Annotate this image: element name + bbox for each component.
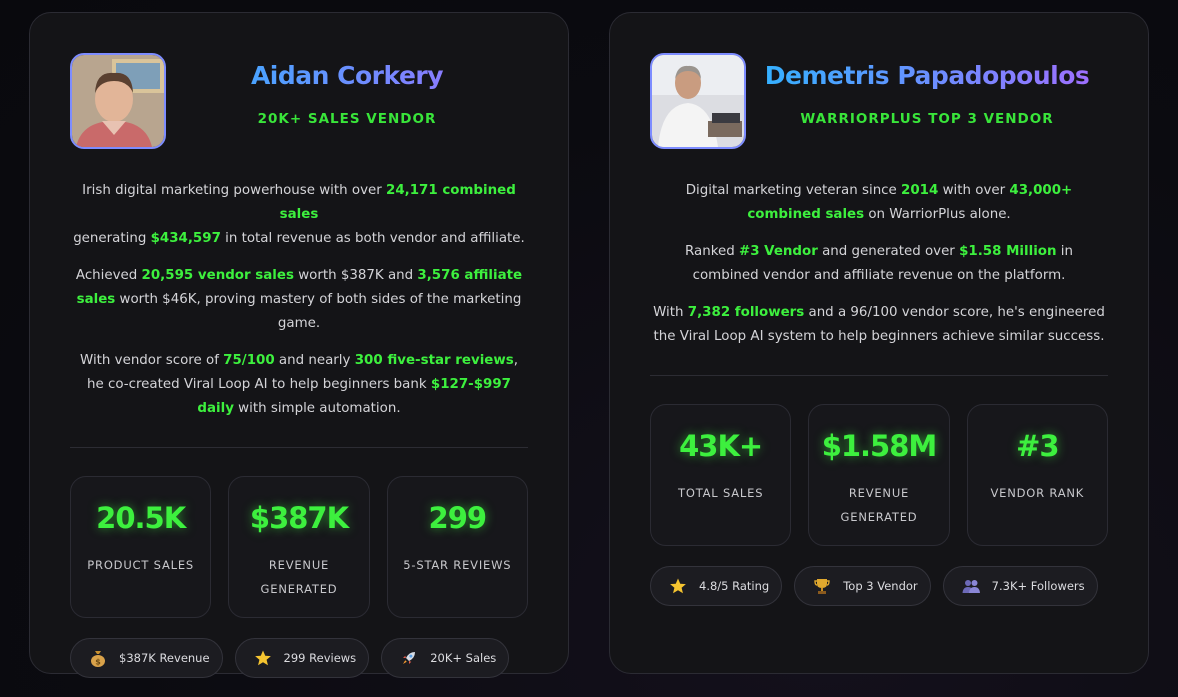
stat-product-sales: 20.5K PRODUCT SALES: [70, 476, 212, 618]
bio-text: and a 96/100 vendor score, he's engineer…: [653, 305, 1105, 344]
stat-value: #3: [1016, 429, 1059, 463]
bio-text: generating: [73, 231, 151, 246]
bio-text: on WarriorPlus alone.: [864, 207, 1011, 222]
stat-vendor-rank: #3 VENDOR RANK: [966, 404, 1108, 546]
stat-value: $387K: [249, 501, 349, 535]
bio-highlight: 7,382 followers: [687, 305, 805, 320]
stat-value: 299: [428, 501, 488, 535]
bio-highlight: $434,597: [150, 231, 221, 246]
badge-label: 299 Reviews: [283, 651, 357, 665]
stat-label: TOTAL SALES: [678, 486, 764, 500]
vendor-name: Aidan Corkery: [166, 61, 528, 90]
stat-label: VENDOR RANK: [990, 486, 1085, 500]
bio-paragraph: With vendor score of 75/100 and nearly 3…: [70, 349, 528, 421]
bio-highlight: $127-$997 daily: [197, 377, 511, 416]
stat-value: 43K+: [679, 429, 763, 463]
bio-text: with simple automation.: [233, 401, 401, 416]
stat-revenue: $387K REVENUE GENERATED: [228, 476, 370, 618]
bio-highlight: #3 Vendor: [738, 244, 818, 259]
stat-value: $1.58M: [821, 429, 938, 463]
bio-paragraph: Digital marketing veteran since 2014 wit…: [650, 179, 1108, 227]
svg-text:$: $: [95, 658, 101, 667]
bio-text: With vendor score of: [80, 353, 224, 368]
bio-highlight: 75/100: [223, 353, 275, 368]
bio-text: in total revenue as both vendor and affi…: [220, 231, 525, 246]
stat-revenue: $1.58M REVENUE GENERATED: [808, 404, 950, 546]
badge-label: $387K Revenue: [119, 651, 210, 665]
badge-rating: 4.8/5 Rating: [650, 566, 783, 606]
avatar: [70, 53, 166, 149]
bio-paragraph: With 7,382 followers and a 96/100 vendor…: [650, 301, 1108, 349]
bio-text: and nearly: [274, 353, 355, 368]
bio-text: Achieved: [75, 268, 142, 283]
bio-text: in combined vendor and affiliate revenue…: [692, 244, 1073, 283]
bio-text: worth $387K and: [293, 268, 418, 283]
stat-label: PRODUCT SALES: [87, 558, 195, 572]
badge-label: 20K+ Sales: [430, 651, 497, 665]
bio-highlight: 43,000+ combined sales: [747, 183, 1073, 222]
divider: [70, 447, 528, 448]
divider: [650, 375, 1108, 376]
badge-top-vendor: Top 3 Vendor: [794, 566, 931, 606]
vendor-header: Demetris Papadopoulos WARRIORPLUS TOP 3 …: [650, 53, 1108, 149]
bio-text: worth $46K, proving mastery of both side…: [115, 292, 522, 331]
stats-row: 43K+ TOTAL SALES $1.58M REVENUE GENERATE…: [650, 404, 1108, 546]
stat-total-sales: 43K+ TOTAL SALES: [650, 404, 792, 546]
stat-label: 5-STAR REVIEWS: [403, 558, 512, 572]
vendor-name: Demetris Papadopoulos: [746, 61, 1108, 90]
stat-label: REVENUE GENERATED: [840, 486, 918, 524]
badge-label: 7.3K+ Followers: [991, 579, 1085, 593]
bio-text: , he co-created Viral Loop AI to help be…: [86, 353, 518, 392]
bio-highlight: 3,576 affiliate sales: [76, 268, 523, 307]
trophy-icon: [811, 577, 833, 595]
avatar: [650, 53, 746, 149]
stat-label: REVENUE GENERATED: [260, 558, 338, 596]
bio-text: Irish digital marketing powerhouse with …: [82, 183, 386, 198]
vendor-card-aidan: Aidan Corkery 20K+ SALES VENDOR Irish di…: [29, 12, 569, 678]
badge-revenue: $ $387K Revenue: [70, 638, 223, 678]
bio-text: with over: [938, 183, 1010, 198]
vendor-title: 20K+ SALES VENDOR: [257, 111, 437, 127]
badge-row: $ $387K Revenue 299 Reviews 20K+ Sales: [70, 638, 528, 678]
bio-highlight: 300 five-star reviews: [354, 353, 514, 368]
badge-row: 4.8/5 Rating Top 3 Vendor 7.3K+ Follower…: [650, 566, 1108, 606]
vendor-card-demetris: Demetris Papadopoulos WARRIORPLUS TOP 3 …: [609, 12, 1149, 674]
stat-value: 20.5K: [96, 501, 186, 535]
bio-text: With: [653, 305, 688, 320]
vendor-title: WARRIORPLUS TOP 3 VENDOR: [800, 111, 1054, 127]
stat-reviews: 299 5-STAR REVIEWS: [386, 476, 528, 618]
vendor-header: Aidan Corkery 20K+ SALES VENDOR: [70, 53, 528, 149]
star-icon: [667, 577, 689, 595]
badge-label: 4.8/5 Rating: [699, 579, 770, 593]
badge-followers: 7.3K+ Followers: [942, 566, 1098, 606]
stats-row: 20.5K PRODUCT SALES $387K REVENUE GENERA…: [70, 476, 528, 618]
star-icon: [252, 649, 274, 667]
vendor-bio: Digital marketing veteran since 2014 wit…: [650, 179, 1108, 349]
badge-label: Top 3 Vendor: [843, 579, 918, 593]
money-bag-icon: $: [87, 649, 109, 667]
bio-text: Ranked: [685, 244, 739, 259]
bio-text: Digital marketing veteran since: [685, 183, 902, 198]
badge-sales: 20K+ Sales: [381, 638, 510, 678]
bio-paragraph: Irish digital marketing powerhouse with …: [70, 179, 528, 251]
badge-reviews: 299 Reviews: [234, 638, 370, 678]
rocket-icon: [398, 649, 420, 667]
people-icon: [960, 577, 982, 595]
bio-highlight: 20,595 vendor sales: [141, 268, 294, 283]
vendor-bio: Irish digital marketing powerhouse with …: [70, 179, 528, 421]
bio-text: and generated over: [817, 244, 960, 259]
bio-highlight: 24,171 combined sales: [279, 183, 516, 222]
bio-paragraph: Achieved 20,595 vendor sales worth $387K…: [70, 264, 528, 336]
bio-paragraph: Ranked #3 Vendor and generated over $1.5…: [650, 240, 1108, 288]
bio-highlight: $1.58 Million: [959, 244, 1057, 259]
bio-highlight: 2014: [901, 183, 939, 198]
